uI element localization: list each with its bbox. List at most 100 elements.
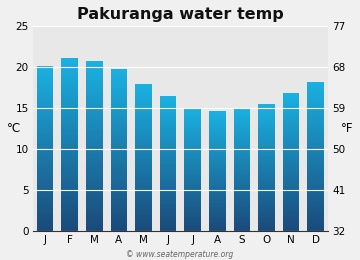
Bar <box>135 128 152 130</box>
Bar <box>111 126 127 128</box>
Bar <box>184 111 201 113</box>
Bar <box>209 183 226 185</box>
Bar <box>160 184 176 186</box>
Bar <box>307 181 324 183</box>
Bar <box>184 126 201 128</box>
Bar <box>37 120 54 122</box>
Bar <box>111 77 127 80</box>
Bar <box>86 65 103 68</box>
Bar <box>37 190 54 192</box>
Bar <box>160 96 176 98</box>
Bar <box>86 133 103 135</box>
Bar <box>283 128 300 129</box>
Bar <box>209 191 226 192</box>
Bar <box>184 145 201 146</box>
Bar <box>61 222 78 225</box>
Bar <box>61 116 78 119</box>
Bar <box>258 115 275 116</box>
Bar <box>307 186 324 188</box>
Bar <box>283 97 300 98</box>
Bar <box>184 123 201 125</box>
Bar <box>111 118 127 120</box>
Bar <box>307 197 324 199</box>
Bar <box>307 201 324 203</box>
Bar <box>283 207 300 209</box>
Bar <box>307 145 324 147</box>
Bar <box>283 117 300 119</box>
Bar <box>209 156 226 158</box>
Bar <box>37 74 54 76</box>
Bar <box>160 176 176 177</box>
Bar <box>258 204 275 206</box>
Bar <box>160 160 176 162</box>
Bar <box>307 216 324 218</box>
Bar <box>160 132 176 133</box>
Bar <box>184 226 201 228</box>
Bar <box>160 174 176 176</box>
Bar <box>307 95 324 97</box>
Bar <box>283 200 300 202</box>
Bar <box>61 67 78 69</box>
Bar <box>111 136 127 138</box>
Bar <box>258 123 275 125</box>
Bar <box>37 130 54 132</box>
Bar <box>86 218 103 220</box>
Bar <box>111 94 127 96</box>
Bar <box>209 128 226 129</box>
Bar <box>184 196 201 197</box>
Bar <box>209 197 226 198</box>
Bar <box>135 196 152 198</box>
Bar <box>258 220 275 222</box>
Bar <box>111 86 127 88</box>
Bar <box>111 219 127 221</box>
Bar <box>37 140 54 142</box>
Bar <box>283 179 300 181</box>
Bar <box>86 104 103 106</box>
Bar <box>86 129 103 131</box>
Bar <box>283 209 300 210</box>
Bar <box>37 66 54 68</box>
Bar <box>61 129 78 132</box>
Bar <box>209 137 226 138</box>
Bar <box>61 147 78 149</box>
Bar <box>160 218 176 219</box>
Bar <box>135 185 152 187</box>
Bar <box>283 148 300 150</box>
Bar <box>37 155 54 157</box>
Bar <box>61 140 78 142</box>
Bar <box>234 199 250 200</box>
Bar <box>135 209 152 211</box>
Bar <box>111 197 127 199</box>
Bar <box>234 188 250 190</box>
Bar <box>184 211 201 213</box>
Bar <box>234 139 250 140</box>
Bar <box>111 152 127 154</box>
Bar <box>160 118 176 120</box>
Bar <box>234 146 250 148</box>
Bar <box>111 185 127 187</box>
Bar <box>37 223 54 225</box>
Bar <box>258 105 275 107</box>
Bar <box>160 107 176 108</box>
Bar <box>283 164 300 166</box>
Bar <box>37 87 54 89</box>
Bar <box>135 228 152 229</box>
Bar <box>283 152 300 153</box>
Bar <box>234 159 250 160</box>
Bar <box>37 227 54 229</box>
Bar <box>258 140 275 142</box>
Bar <box>86 172 103 174</box>
Bar <box>234 203 250 205</box>
Bar <box>283 138 300 140</box>
Bar <box>209 204 226 206</box>
Bar <box>111 227 127 229</box>
Bar <box>258 155 275 156</box>
Bar <box>258 230 275 231</box>
Bar <box>209 120 226 122</box>
Bar <box>111 81 127 83</box>
Bar <box>184 213 201 214</box>
Bar <box>61 58 78 60</box>
Bar <box>209 119 226 120</box>
Bar <box>135 92 152 93</box>
Bar <box>258 217 275 218</box>
